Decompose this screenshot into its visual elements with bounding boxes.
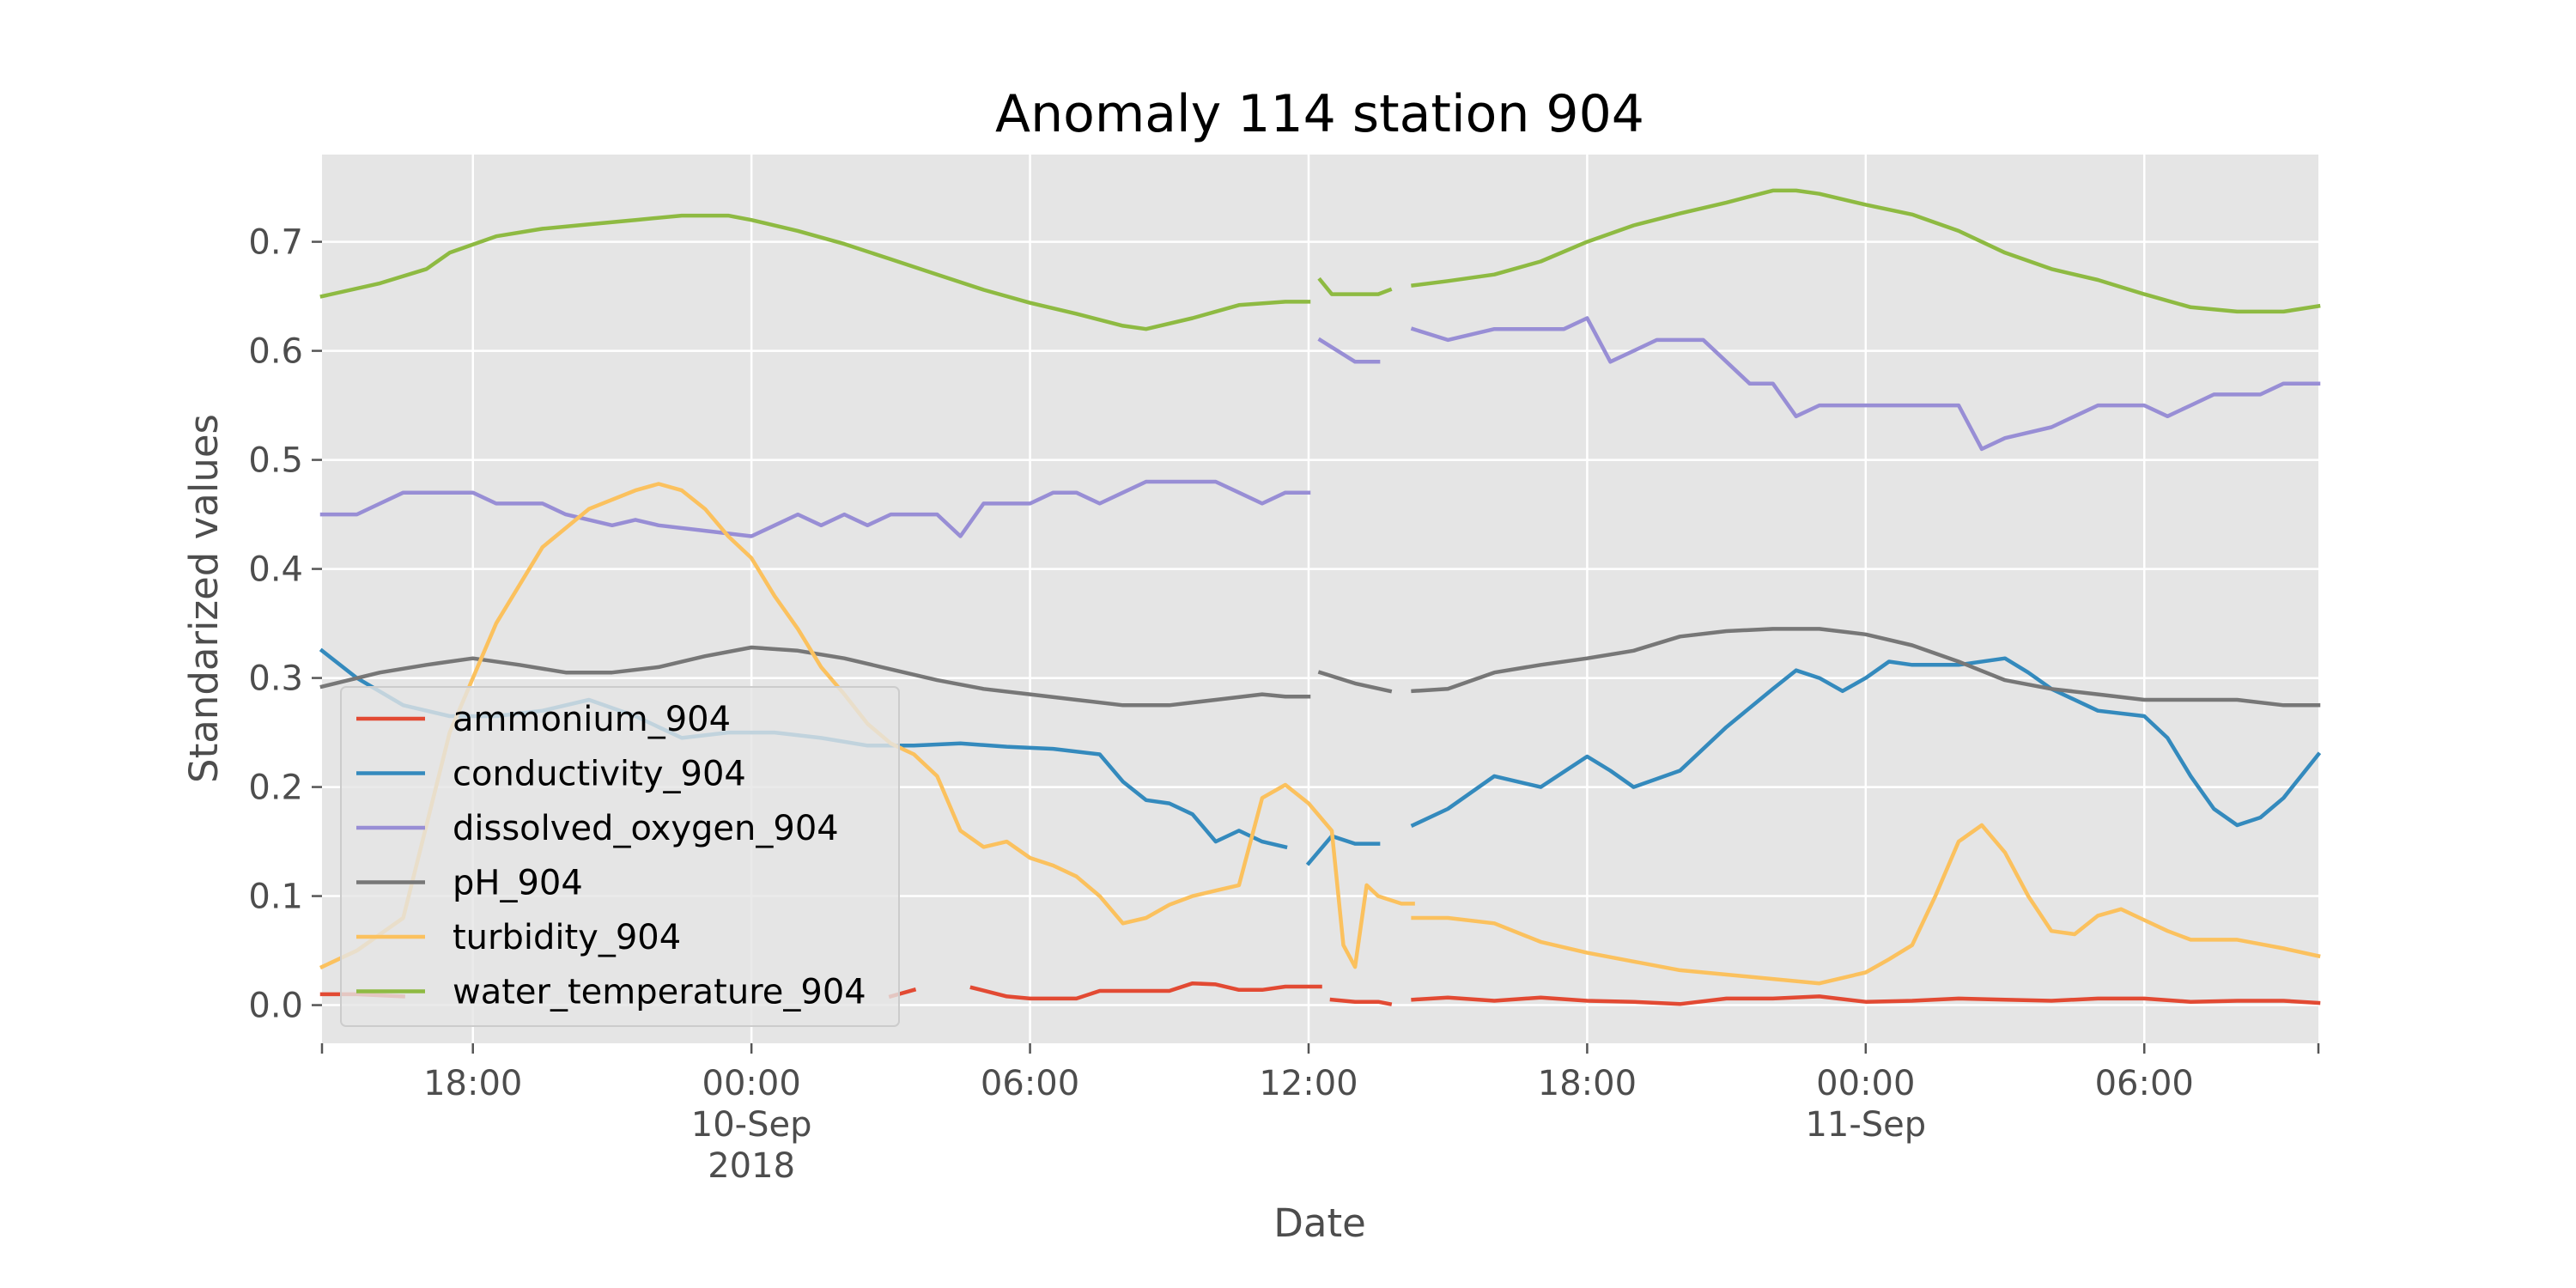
series-line-dissolved_oxygen_904 bbox=[319, 479, 1311, 538]
y-tick-label: 0.5 bbox=[248, 441, 303, 481]
series-line-dissolved_oxygen_904 bbox=[1317, 337, 1381, 364]
x-tick-label: 18:00 bbox=[423, 1064, 522, 1103]
series-line-pH_904 bbox=[1411, 627, 2321, 708]
x-tick-label: 10-Sep bbox=[691, 1105, 812, 1145]
x-tick-label: 11-Sep bbox=[1805, 1105, 1926, 1145]
y-tick-label: 0.3 bbox=[248, 659, 303, 699]
legend-label-water_temperature_904: water_temperature_904 bbox=[453, 973, 866, 1012]
series-line-turbidity_904 bbox=[1411, 823, 2321, 986]
x-tick-label: 18:00 bbox=[1538, 1064, 1637, 1103]
y-tick-label: 0.4 bbox=[248, 550, 303, 590]
x-tick-label: 00:00 bbox=[1816, 1064, 1915, 1103]
series-line-conductivity_904 bbox=[1305, 834, 1381, 866]
series-line-dissolved_oxygen_904 bbox=[1410, 316, 2321, 452]
y-axis-ticks: 0.0 0.1 0.2 0.3 0.4 0.5 0.6 0.7 bbox=[248, 223, 322, 1026]
y-axis-label: Standarized values bbox=[181, 414, 227, 783]
y-tick-label: 0.2 bbox=[248, 769, 303, 808]
legend: ammonium_904 conductivity_904 dissolved_ox… bbox=[340, 686, 900, 1027]
legend-label-pH_904: pH_904 bbox=[453, 864, 583, 903]
series-line-water_temperature_904 bbox=[319, 213, 1311, 331]
y-tick-label: 0.6 bbox=[248, 332, 303, 372]
series-line-turbidity_904 bbox=[319, 482, 1415, 970]
chart-title: Anomaly 114 station 904 bbox=[995, 84, 1644, 144]
y-tick-label: 0.0 bbox=[248, 987, 303, 1026]
legend-label-ammonium_904: ammonium_904 bbox=[453, 700, 731, 739]
legend-label-dissolved_oxygen_904: dissolved_oxygen_904 bbox=[453, 809, 839, 848]
series-line-conductivity_904 bbox=[1410, 656, 2322, 828]
x-axis-label: Date bbox=[1273, 1200, 1366, 1246]
x-tick-label: 06:00 bbox=[981, 1064, 1079, 1103]
legend-box bbox=[340, 686, 900, 1027]
series-line-ammonium_904 bbox=[1411, 994, 2321, 1006]
y-tick-label: 0.1 bbox=[248, 878, 303, 917]
x-tick-label: 2018 bbox=[708, 1146, 795, 1186]
series-line-water_temperature_904 bbox=[1411, 188, 2321, 314]
x-tick-label: 06:00 bbox=[2095, 1064, 2194, 1103]
legend-label-turbidity_904: turbidity_904 bbox=[453, 918, 681, 957]
x-tick-label: 12:00 bbox=[1259, 1064, 1358, 1103]
series-line-ammonium_904 bbox=[969, 981, 1322, 1001]
y-tick-label: 0.7 bbox=[248, 223, 303, 263]
series-line-ammonium_904 bbox=[1329, 997, 1393, 1006]
x-tick-label: 00:00 bbox=[702, 1064, 801, 1103]
series-line-water_temperature_904 bbox=[1317, 276, 1393, 296]
series-line-pH_904 bbox=[319, 645, 1311, 708]
legend-label-conductivity_904: conductivity_904 bbox=[453, 755, 746, 794]
series-line-pH_904 bbox=[1317, 670, 1393, 694]
